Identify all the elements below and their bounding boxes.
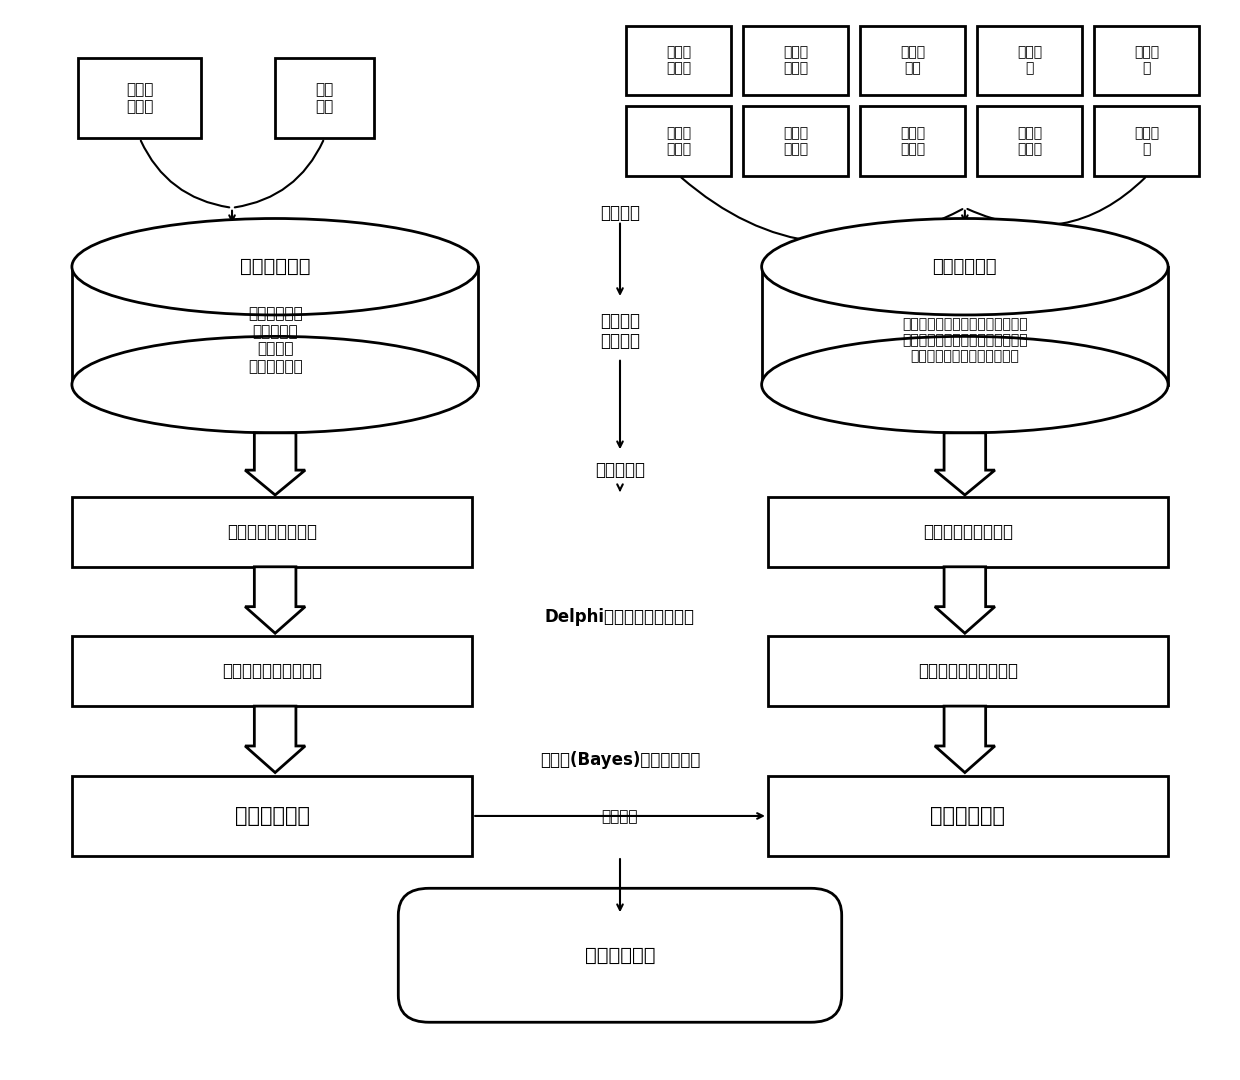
FancyBboxPatch shape bbox=[768, 636, 1168, 706]
Polygon shape bbox=[935, 567, 994, 633]
Text: 桥梁设
施数据: 桥梁设 施数据 bbox=[782, 125, 808, 156]
FancyBboxPatch shape bbox=[398, 888, 842, 1023]
FancyBboxPatch shape bbox=[275, 57, 373, 138]
Polygon shape bbox=[72, 267, 479, 384]
Polygon shape bbox=[246, 567, 305, 633]
Text: 道路交
通指数: 道路交 通指数 bbox=[666, 45, 691, 76]
FancyBboxPatch shape bbox=[1094, 106, 1199, 176]
Text: 标准化路段安全参数: 标准化路段安全参数 bbox=[923, 523, 1013, 541]
Text: 路径安全指数: 路径安全指数 bbox=[585, 946, 655, 964]
Text: 出警数
据: 出警数 据 bbox=[1133, 45, 1159, 76]
Polygon shape bbox=[246, 433, 305, 495]
FancyBboxPatch shape bbox=[626, 106, 730, 176]
Text: 划分路段
划分时段: 划分路段 划分时段 bbox=[600, 312, 640, 350]
Text: 道路设
施数据: 道路设 施数据 bbox=[666, 125, 691, 156]
Text: 百分位转化: 百分位转化 bbox=[595, 461, 645, 480]
Text: 道路事故参数、道路拥堵参数、道
路设施参数、摄像头参数、人群聚
集参数、犯罪参数、天气参数: 道路事故参数、道路拥堵参数、道 路设施参数、摄像头参数、人群聚 集参数、犯罪参数… bbox=[901, 316, 1028, 363]
Text: 司机安全参数: 司机安全参数 bbox=[239, 257, 310, 276]
Text: 摄像头
数据: 摄像头 数据 bbox=[900, 45, 925, 76]
FancyBboxPatch shape bbox=[72, 497, 472, 567]
FancyBboxPatch shape bbox=[743, 26, 848, 95]
Ellipse shape bbox=[72, 336, 479, 433]
FancyBboxPatch shape bbox=[72, 636, 472, 706]
Text: 司机安全指数: 司机安全指数 bbox=[234, 806, 310, 826]
Text: 订单
数据: 订单 数据 bbox=[315, 82, 334, 114]
Ellipse shape bbox=[761, 336, 1168, 433]
Text: 道路事
故数据: 道路事 故数据 bbox=[782, 45, 808, 76]
Text: 路段安全参数: 路段安全参数 bbox=[932, 258, 997, 275]
Text: 训练样本道路安全等级: 训练样本道路安全等级 bbox=[918, 662, 1018, 680]
FancyBboxPatch shape bbox=[768, 497, 1168, 567]
Polygon shape bbox=[761, 267, 1168, 384]
FancyBboxPatch shape bbox=[977, 26, 1081, 95]
Ellipse shape bbox=[761, 218, 1168, 315]
Text: 数据输入: 数据输入 bbox=[600, 204, 640, 222]
Text: 道路安全指数: 道路安全指数 bbox=[930, 806, 1006, 826]
Polygon shape bbox=[246, 706, 305, 772]
Text: 天气数
据: 天气数 据 bbox=[1133, 125, 1159, 156]
FancyBboxPatch shape bbox=[72, 775, 472, 856]
FancyBboxPatch shape bbox=[861, 106, 965, 176]
FancyBboxPatch shape bbox=[1094, 26, 1199, 95]
Text: 平均速度参数
加速度参数
刹车参数
平均偏角参数: 平均速度参数 加速度参数 刹车参数 平均偏角参数 bbox=[248, 307, 303, 374]
Text: 犯罪数
据: 犯罪数 据 bbox=[1017, 45, 1042, 76]
FancyBboxPatch shape bbox=[626, 26, 730, 95]
FancyBboxPatch shape bbox=[861, 26, 965, 95]
FancyBboxPatch shape bbox=[78, 57, 201, 138]
Ellipse shape bbox=[72, 218, 479, 315]
Text: 移动通
信数据: 移动通 信数据 bbox=[900, 125, 925, 156]
Polygon shape bbox=[935, 706, 994, 772]
FancyBboxPatch shape bbox=[768, 775, 1168, 856]
Text: 数据输出: 数据输出 bbox=[601, 809, 639, 824]
Text: 基站位
置数据: 基站位 置数据 bbox=[1017, 125, 1042, 156]
Text: 车辆轨
迹数据: 车辆轨 迹数据 bbox=[126, 82, 154, 114]
FancyBboxPatch shape bbox=[743, 106, 848, 176]
Text: 训练样本司机安全等级: 训练样本司机安全等级 bbox=[222, 662, 322, 680]
Text: 标准化司机安全参数: 标准化司机安全参数 bbox=[227, 523, 317, 541]
Text: 贝叶斯(Bayes)分类机器学习: 贝叶斯(Bayes)分类机器学习 bbox=[539, 751, 701, 769]
Text: Delphi法标记训练样本数据: Delphi法标记训练样本数据 bbox=[546, 608, 694, 626]
Polygon shape bbox=[935, 433, 994, 495]
FancyBboxPatch shape bbox=[977, 106, 1081, 176]
